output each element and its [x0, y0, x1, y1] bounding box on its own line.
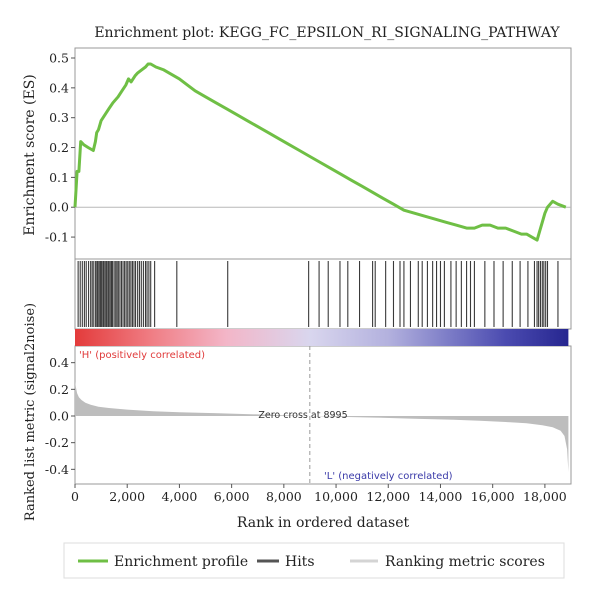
ranked-y-axis-label: Ranked list metric (signal2noise)	[23, 303, 38, 521]
es-y-tick-label: 0.1	[49, 170, 69, 185]
ranked-y-tick-label: 0.0	[49, 409, 69, 424]
x-tick-label: 0	[71, 489, 79, 504]
negative-correlated-label: 'L' (negatively correlated)	[324, 471, 453, 482]
ranked-y-tick-label: 0.2	[49, 382, 69, 397]
chart-title: Enrichment plot: KEGG_FC_EPSILON_RI_SIGN…	[94, 25, 560, 41]
x-axis-label: Rank in ordered dataset	[237, 515, 410, 531]
es-y-tick-label: 0.3	[49, 110, 69, 125]
x-tick-label: 4,000	[162, 489, 198, 504]
x-tick-label: 12,000	[366, 489, 410, 504]
ranking-metric-area	[75, 381, 569, 472]
ranked-y-tick-label: 0.4	[49, 355, 69, 370]
ranking-color-bar	[75, 329, 569, 346]
legend-box	[63, 542, 565, 579]
x-tick-label: 2,000	[109, 489, 145, 504]
ranked-y-ticks: 0.4 0.2 0.0 -0.2 -0.4	[45, 355, 75, 477]
x-tick-label: 8,000	[266, 489, 302, 504]
legend-label-ranking: Ranking metric scores	[385, 554, 545, 570]
x-tick-label: 18,000	[523, 489, 567, 504]
enrichment-profile-line	[73, 62, 567, 242]
es-y-tick-label: -0.1	[45, 230, 69, 245]
positive-correlated-label: 'H' (positively correlated)	[79, 350, 205, 361]
x-tick-label: 14,000	[419, 489, 463, 504]
es-y-ticks: 0.5 0.4 0.3 0.2 0.1 0.0 -0.1	[45, 51, 75, 245]
x-tick-label: 10,000	[314, 489, 358, 504]
x-tick-label: 16,000	[471, 489, 515, 504]
legend-label-hits: Hits	[285, 554, 315, 570]
x-axis-ticks: 0 2,000 4,000 6,000 8,000 10,000 12,000 14,000 1…	[71, 484, 567, 504]
ranked-y-tick-label: -0.4	[45, 462, 69, 477]
zero-cross-label: Zero cross at 8995	[258, 410, 347, 421]
es-y-tick-label: 0.5	[49, 51, 69, 66]
es-y-axis-label: Enrichment score (ES)	[22, 74, 38, 236]
es-y-tick-label: 0.0	[49, 200, 69, 215]
ranked-y-tick-label: -0.2	[45, 435, 69, 450]
es-y-tick-label: 0.2	[49, 140, 69, 155]
es-y-tick-label: 0.4	[49, 80, 69, 95]
legend-label-enrichment: Enrichment profile	[114, 554, 248, 570]
x-tick-label: 6,000	[214, 489, 250, 504]
hit-lines	[77, 261, 559, 327]
